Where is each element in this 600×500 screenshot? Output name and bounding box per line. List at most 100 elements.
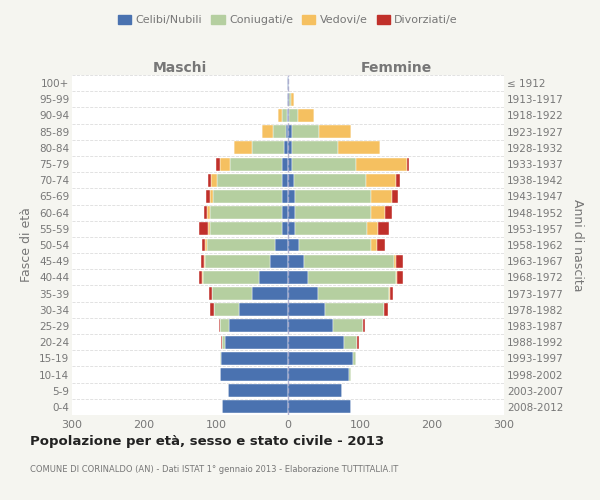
Text: Femmine: Femmine (361, 61, 431, 75)
Bar (356, 158, 407, 170)
Bar (213, 190, 281, 203)
Bar (378, 222, 389, 235)
Bar (292, 125, 319, 138)
Bar (349, 368, 350, 381)
Text: COMUNE DI CORINALDO (AN) - Dati ISTAT 1° gennaio 2013 - Elaborazione TUTTITALIA.: COMUNE DI CORINALDO (AN) - Dati ISTAT 1°… (30, 465, 398, 474)
Y-axis label: Anni di nascita: Anni di nascita (571, 198, 584, 291)
Bar (319, 125, 352, 138)
Bar (392, 190, 398, 203)
Bar (202, 238, 205, 252)
Bar (385, 206, 392, 219)
Bar (216, 158, 220, 170)
Bar (318, 287, 389, 300)
Bar (287, 109, 288, 122)
Bar (205, 254, 270, 268)
Bar (288, 109, 289, 122)
Bar (396, 271, 397, 284)
Bar (204, 206, 208, 219)
Bar (367, 222, 378, 235)
Bar (219, 320, 220, 332)
Bar (289, 109, 298, 122)
Bar (288, 287, 318, 300)
Y-axis label: Fasce di età: Fasce di età (20, 208, 34, 282)
Bar (281, 206, 288, 219)
Bar (288, 76, 289, 90)
Bar (222, 400, 288, 413)
Bar (389, 287, 393, 300)
Bar (353, 352, 356, 365)
Bar (214, 304, 239, 316)
Bar (287, 93, 288, 106)
Bar (289, 93, 291, 106)
Bar (209, 287, 212, 300)
Bar (209, 206, 281, 219)
Bar (221, 352, 288, 365)
Bar (286, 125, 288, 138)
Bar (220, 352, 221, 365)
Bar (397, 271, 403, 284)
Bar (288, 206, 295, 219)
Bar (288, 400, 352, 413)
Bar (252, 287, 288, 300)
Bar (220, 158, 230, 170)
Bar (275, 238, 288, 252)
Bar (298, 109, 314, 122)
Bar (206, 238, 275, 252)
Bar (229, 320, 288, 332)
Bar (270, 254, 288, 268)
Bar (205, 238, 206, 252)
Text: Popolazione per età, sesso e stato civile - 2013: Popolazione per età, sesso e stato civil… (30, 435, 384, 448)
Bar (288, 238, 299, 252)
Bar (262, 125, 273, 138)
Bar (288, 158, 292, 170)
Bar (217, 174, 281, 186)
Bar (288, 320, 332, 332)
Bar (288, 384, 342, 397)
Bar (202, 271, 203, 284)
Bar (234, 142, 252, 154)
Bar (226, 336, 288, 348)
Bar (223, 336, 226, 348)
Bar (396, 174, 400, 186)
Bar (295, 190, 371, 203)
Bar (344, 336, 357, 348)
Bar (199, 222, 208, 235)
Bar (203, 271, 259, 284)
Bar (284, 142, 288, 154)
Bar (332, 320, 363, 332)
Bar (239, 304, 288, 316)
Bar (208, 206, 209, 219)
Bar (208, 222, 209, 235)
Bar (377, 238, 385, 252)
Bar (199, 271, 202, 284)
Bar (220, 320, 229, 332)
Legend: Celibi/Nubili, Coniugati/e, Vedovi/e, Divorziati/e: Celibi/Nubili, Coniugati/e, Vedovi/e, Di… (113, 10, 463, 30)
Bar (281, 109, 287, 122)
Bar (288, 304, 325, 316)
Bar (209, 190, 213, 203)
Bar (394, 254, 396, 268)
Bar (291, 93, 294, 106)
Bar (295, 206, 371, 219)
Bar (371, 238, 377, 252)
Bar (210, 304, 214, 316)
Bar (357, 336, 359, 348)
Bar (338, 142, 380, 154)
Bar (230, 158, 282, 170)
Bar (288, 271, 308, 284)
Bar (212, 287, 252, 300)
Bar (299, 238, 371, 252)
Bar (252, 142, 284, 154)
Bar (371, 190, 392, 203)
Bar (287, 76, 288, 90)
Bar (281, 174, 288, 186)
Bar (220, 368, 288, 381)
Bar (282, 158, 288, 170)
Bar (288, 174, 294, 186)
Bar (211, 174, 217, 186)
Bar (278, 109, 281, 122)
Bar (366, 174, 396, 186)
Bar (288, 222, 295, 235)
Bar (288, 368, 349, 381)
Bar (304, 254, 394, 268)
